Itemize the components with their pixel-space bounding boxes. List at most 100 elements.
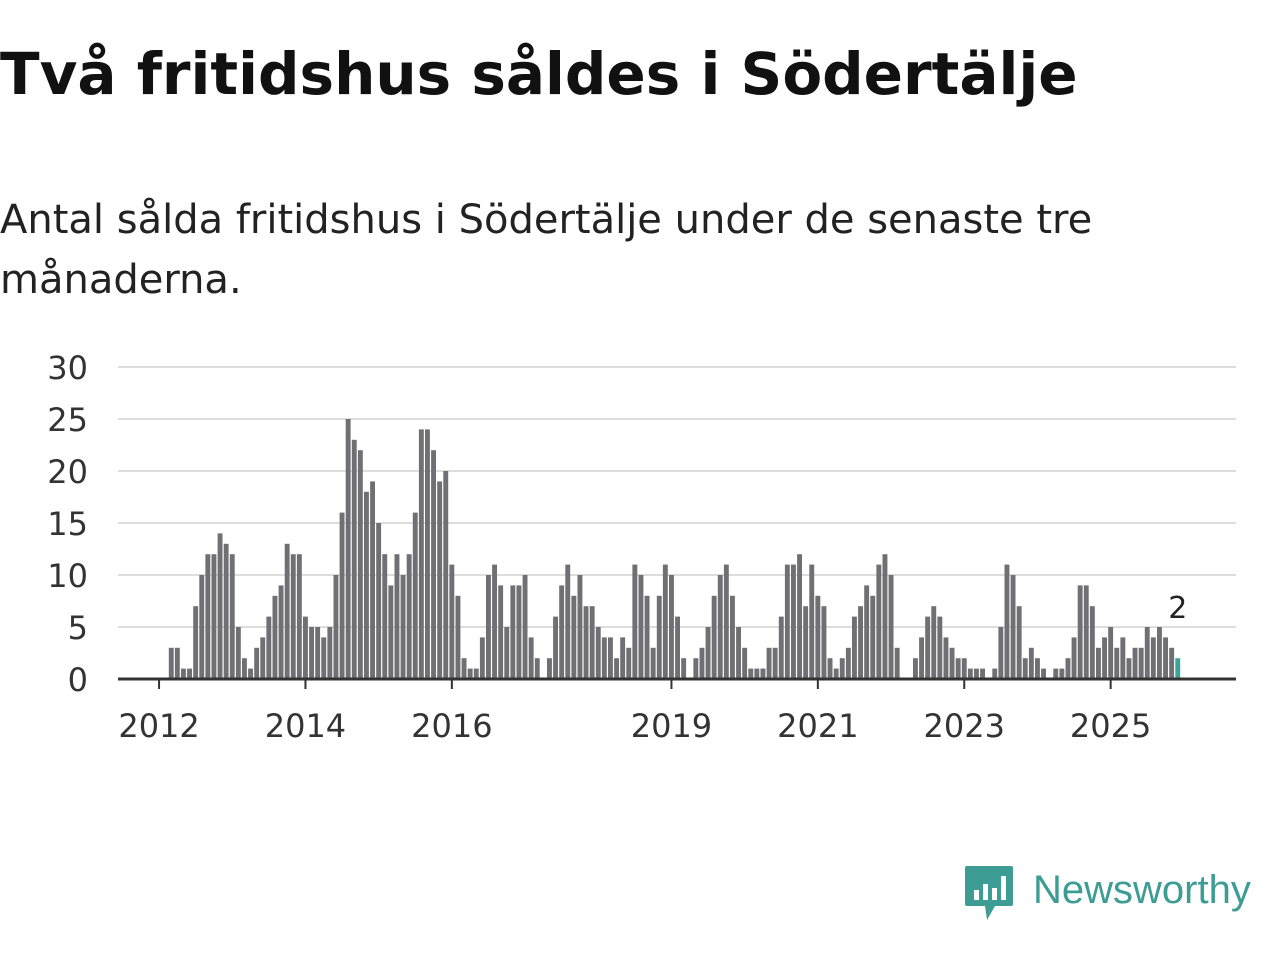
bar: [534, 658, 540, 679]
bar: [913, 658, 918, 679]
bar: [845, 647, 851, 679]
x-tick-label: 2025: [1070, 707, 1151, 745]
bar: [303, 616, 308, 679]
bar: [839, 658, 845, 679]
bar: [577, 575, 583, 679]
bar: [778, 616, 784, 679]
bar: [736, 627, 741, 679]
bar: [1126, 658, 1132, 679]
bar: [717, 575, 723, 679]
bar: [345, 419, 351, 679]
bar: [248, 668, 253, 679]
bar: [1157, 627, 1162, 679]
bar: [1138, 647, 1144, 679]
bar-series: [168, 419, 1181, 679]
bar: [876, 564, 882, 679]
bar: [559, 585, 565, 679]
bar: [565, 564, 571, 679]
bar: [1089, 606, 1095, 679]
bar: [699, 647, 705, 679]
chart-subtitle: Antal sålda fritidshus i Södertälje unde…: [0, 197, 1093, 303]
bar: [1016, 606, 1022, 679]
bar: [370, 481, 375, 679]
bar: [894, 647, 900, 679]
y-tick-label: 0: [68, 661, 88, 699]
bar: [406, 554, 412, 679]
bar: [168, 647, 174, 679]
bar: [998, 627, 1004, 679]
bar: [827, 658, 833, 679]
chart-title: Två fritidshus såldes i Södertälje: [0, 40, 1078, 108]
bar: [199, 575, 205, 679]
bar: [242, 658, 247, 679]
bar: [931, 606, 937, 679]
bar: [614, 658, 619, 679]
x-tick-label: 2021: [777, 707, 858, 745]
bar: [1035, 658, 1040, 679]
bar: [205, 554, 211, 679]
bar: [1114, 647, 1120, 679]
bar: [321, 637, 327, 679]
bar: [376, 523, 382, 679]
bar: [327, 627, 333, 679]
bar: [675, 616, 680, 679]
bar: [437, 481, 443, 679]
bar: [357, 450, 363, 679]
bar: [992, 668, 998, 679]
bar: [1059, 668, 1065, 679]
bar: [400, 575, 406, 679]
bar: [833, 668, 839, 679]
bar: [705, 627, 711, 679]
bar: [925, 616, 931, 679]
bar: [211, 554, 217, 679]
y-tick-label: 30: [47, 349, 88, 387]
bar: [1041, 668, 1046, 679]
bar: [1163, 637, 1168, 679]
bar: [760, 668, 766, 679]
bar: [784, 564, 790, 679]
bar: [1132, 647, 1138, 679]
bar: [754, 668, 760, 679]
bar: [882, 554, 888, 679]
bar: [498, 585, 504, 679]
bar: [278, 585, 284, 679]
bar: [260, 637, 266, 679]
bar: [315, 627, 321, 679]
brand-name: Newsworthy: [1033, 868, 1251, 912]
x-tick-label: 2014: [265, 707, 346, 745]
bar: [681, 658, 687, 679]
bar: [864, 585, 870, 679]
bar: [187, 668, 192, 679]
bar: [772, 647, 778, 679]
bar: [1065, 658, 1071, 679]
bar: [620, 637, 626, 679]
bar: [1102, 637, 1107, 679]
bar: [290, 554, 296, 679]
bar: [601, 637, 607, 679]
x-tick-label: 2019: [631, 707, 712, 745]
y-tick-label: 15: [47, 505, 88, 543]
bar: [583, 606, 589, 679]
bar: [193, 606, 199, 679]
bar: [296, 554, 302, 679]
highlight-value-label: 2: [1168, 591, 1187, 626]
bar: [431, 450, 436, 679]
y-tick-label: 25: [47, 401, 88, 439]
bar: [254, 647, 260, 679]
bar: [473, 668, 479, 679]
bar: [967, 668, 973, 679]
bar: [1169, 647, 1175, 679]
bar: [479, 637, 485, 679]
bar: [821, 606, 827, 679]
bar: [1004, 564, 1010, 679]
bar: [510, 585, 516, 679]
bar: [632, 564, 638, 679]
bar: [815, 595, 821, 679]
bar: [455, 595, 461, 679]
bar: [223, 543, 229, 679]
bar: [492, 564, 497, 679]
bar: [693, 658, 699, 679]
bar: [943, 637, 949, 679]
bar: [272, 595, 278, 679]
